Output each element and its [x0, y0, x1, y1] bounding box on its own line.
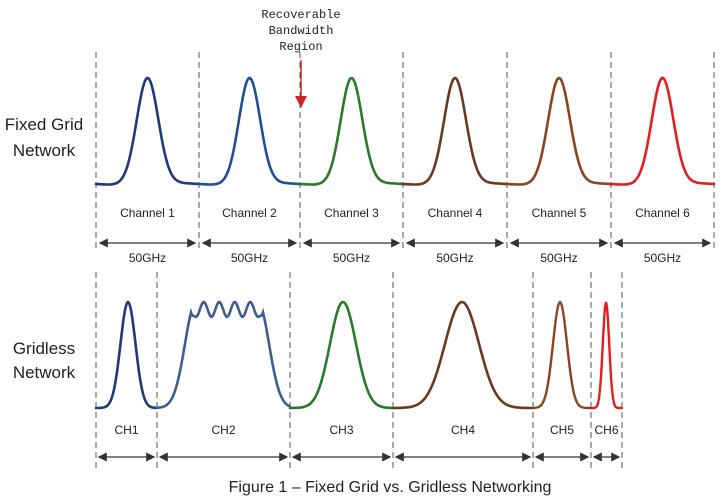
fixed-channel-3-curve	[298, 76, 405, 186]
fixed-channel-6-curve	[609, 76, 716, 186]
fixed-channel-5-bandwidth: 50GHz	[540, 251, 577, 265]
annotation-line-1: Recoverable	[261, 8, 340, 22]
annotation-line-2: Bandwidth	[269, 24, 334, 38]
gridless-channel-6-curve	[589, 301, 624, 410]
fixed-row-label-line-2: Network	[13, 141, 76, 160]
gridless-channel-3-label: CH3	[329, 423, 353, 437]
gridless-channel-4-label: CH4	[451, 423, 475, 437]
gridless-row-label-line-2: Network	[13, 363, 76, 382]
gridless-channel-6-label: CH6	[594, 423, 618, 437]
fixed-channel-4-curve	[401, 76, 509, 186]
gridless-row-label-line-1: Gridless	[13, 339, 75, 358]
annotation-line-3: Region	[279, 40, 322, 54]
fixed-channel-2-bandwidth: 50GHz	[231, 251, 268, 265]
gridless-channel-4-curve	[391, 300, 535, 410]
gridless-channel-3-curve	[288, 300, 395, 410]
figure-caption: Figure 1 – Fixed Grid vs. Gridless Netwo…	[229, 479, 552, 496]
fixed-channel-4-bandwidth: 50GHz	[436, 251, 473, 265]
spectrum-graphics: Channel 1 50GHz Channel 2 50GHz Channel 3 50G…	[94, 52, 716, 468]
fixed-channel-3-bandwidth: 50GHz	[333, 251, 370, 265]
fixed-channel-1-curve	[94, 76, 201, 186]
fixed-channel-6-bandwidth: 50GHz	[644, 251, 681, 265]
fixed-channel-5-curve	[505, 76, 613, 186]
gridless-channel-1-curve	[94, 300, 159, 410]
fixed-row-label-line-1: Fixed Grid	[5, 115, 83, 134]
fixed-channel-1-bandwidth: 50GHz	[129, 251, 166, 265]
fixed-channel-4-label: Channel 4	[428, 206, 483, 220]
fixed-channel-1-label: Channel 1	[120, 206, 175, 220]
fixed-channel-2-label: Channel 2	[222, 206, 277, 220]
gridless-channel-5-label: CH5	[550, 423, 574, 437]
gridless-channel-2-label: CH2	[211, 423, 235, 437]
fixed-channel-6-label: Channel 6	[635, 206, 690, 220]
gridless-channel-1-label: CH1	[114, 423, 138, 437]
fixed-channel-2-curve	[197, 76, 302, 186]
gridless-channel-2-curve	[155, 300, 292, 410]
fixed-channel-3-label: Channel 3	[324, 206, 379, 220]
fixed-channel-5-label: Channel 5	[532, 206, 587, 220]
gridless-channel-5-curve	[531, 300, 593, 410]
